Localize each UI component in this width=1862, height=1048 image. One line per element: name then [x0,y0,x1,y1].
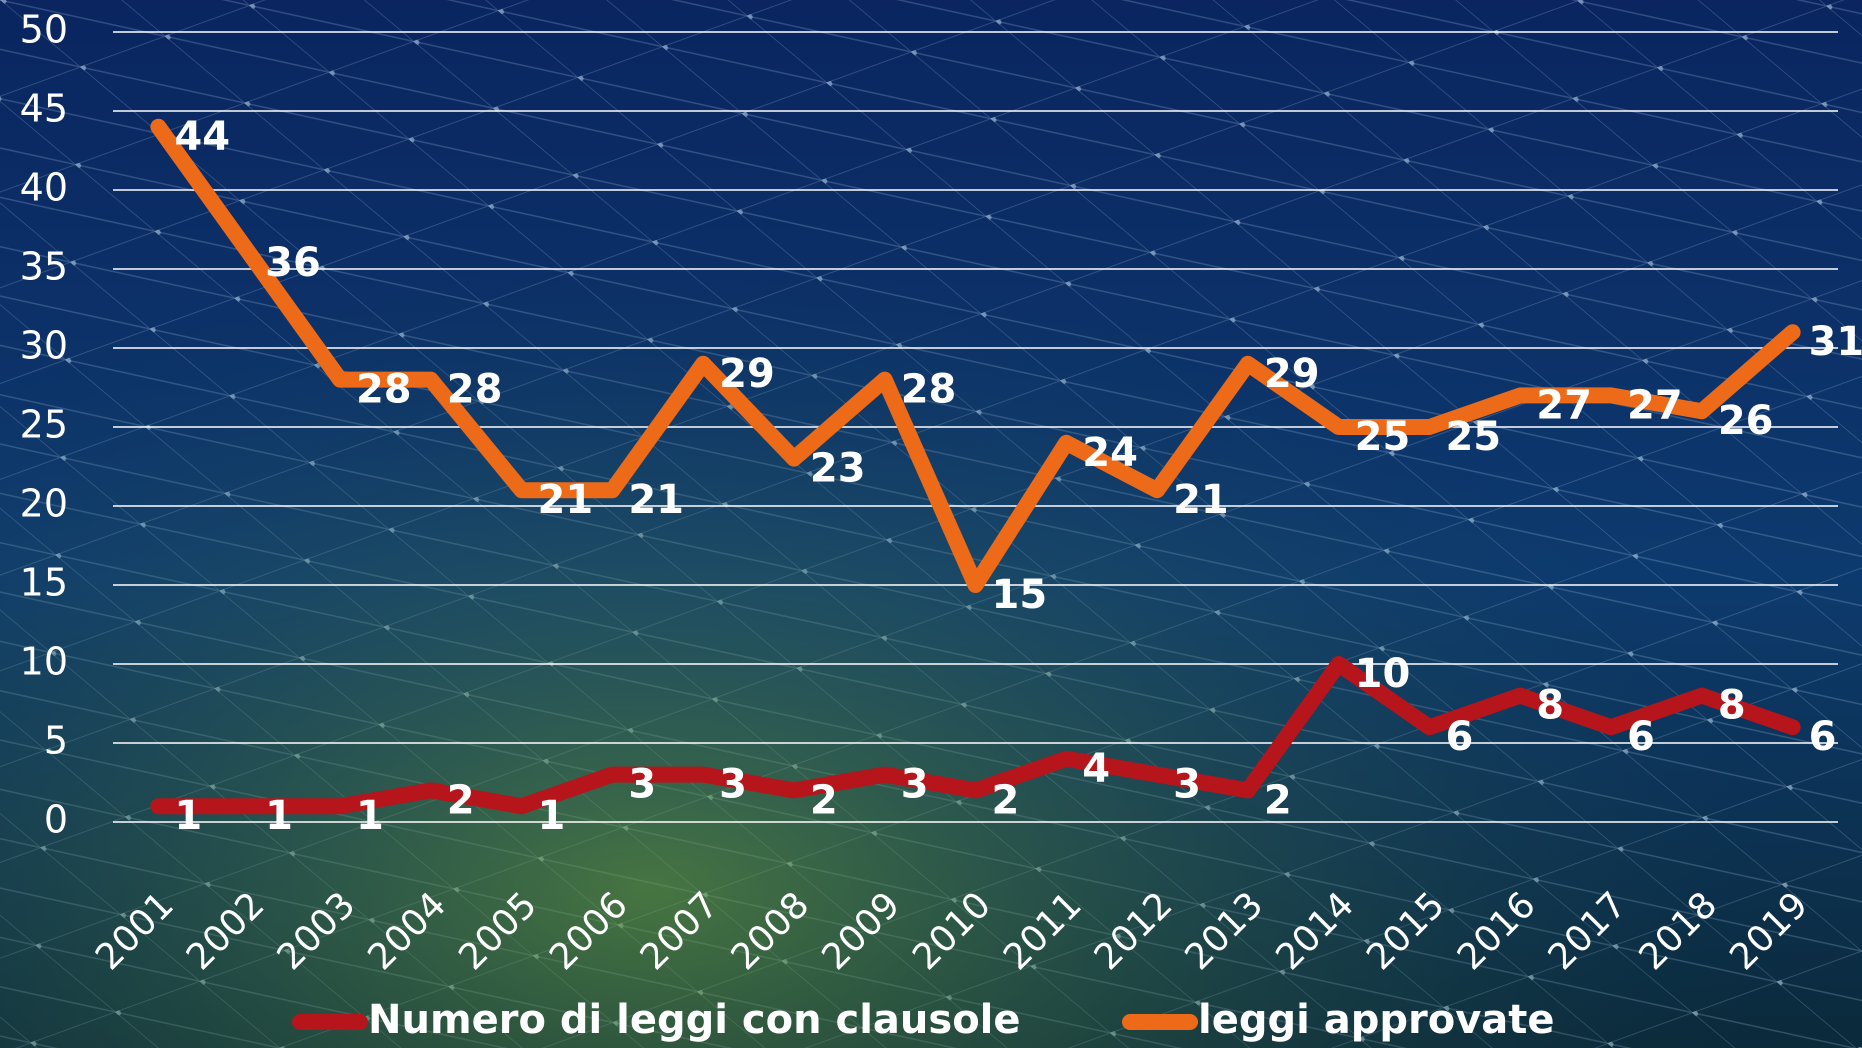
data-label: 4 [1082,746,1110,792]
legend-label: leggi approvate [1198,997,1555,1043]
data-label: 29 [1264,351,1320,397]
data-label: 2 [1264,777,1292,823]
y-tick-label: 0 [44,798,68,842]
data-label: 2 [992,777,1020,823]
data-label: 23 [810,446,866,492]
data-label: 25 [1355,414,1411,460]
data-label: 29 [719,351,775,397]
data-label: 1 [356,793,384,839]
data-label: 8 [1536,683,1564,729]
series-line [150,118,1801,593]
data-label: 6 [1445,714,1473,760]
data-label: 26 [1718,398,1774,444]
y-tick-label: 30 [20,324,68,368]
data-label: 2 [447,777,475,823]
y-tick-label: 15 [20,561,68,605]
data-label: 3 [1173,762,1201,808]
data-label: 6 [1809,714,1837,760]
data-label: 44 [174,114,230,160]
data-label: 24 [1082,430,1138,476]
data-label: 2 [810,777,838,823]
y-tick-label: 35 [20,245,68,289]
data-label: 25 [1445,414,1501,460]
data-label: 27 [1536,382,1592,428]
y-tick-label: 40 [20,166,68,210]
data-label: 15 [992,572,1048,618]
data-label: 21 [538,477,594,523]
data-label: 8 [1718,683,1746,729]
data-label: 3 [719,762,747,808]
y-tick-label: 25 [20,403,68,447]
y-tick-label: 45 [20,87,68,131]
data-label: 10 [1355,651,1411,697]
data-label: 1 [538,793,566,839]
data-label: 21 [628,477,684,523]
y-tick-label: 5 [44,719,68,763]
data-label: 36 [265,240,321,286]
data-label: 27 [1627,382,1683,428]
data-label: 21 [1173,477,1229,523]
data-label: 28 [901,367,957,413]
y-tick-label: 10 [20,640,68,684]
series-line [150,656,1801,815]
data-label: 3 [901,762,929,808]
legend-label: Numero di leggi con clausole [368,997,1021,1043]
data-label: 3 [628,762,656,808]
data-label: 31 [1809,319,1862,365]
data-label: 6 [1627,714,1655,760]
y-tick-label: 50 [20,8,68,52]
data-label: 28 [356,367,412,413]
data-label: 1 [174,793,202,839]
y-tick-label: 20 [20,482,68,526]
data-label: 1 [265,793,293,839]
data-label: 28 [447,367,503,413]
